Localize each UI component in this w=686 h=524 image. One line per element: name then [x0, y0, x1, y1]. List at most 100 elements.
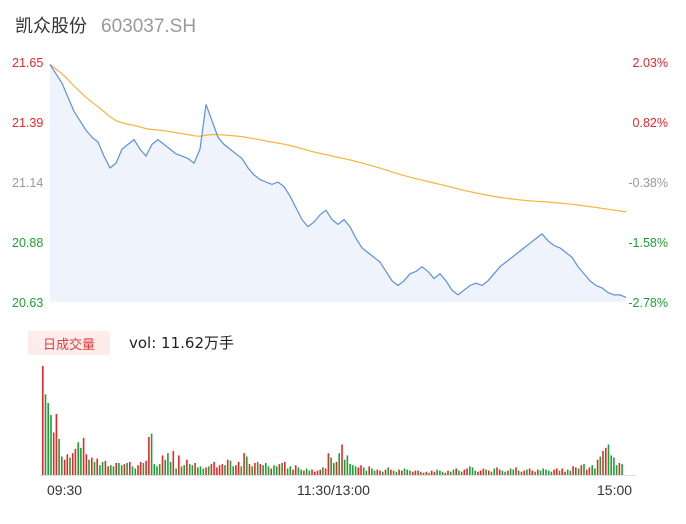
volume-bar — [333, 463, 335, 475]
volume-bar — [605, 447, 607, 476]
price-tick-label: 21.14 — [12, 176, 44, 190]
volume-bar — [314, 471, 316, 475]
volume-bar — [428, 472, 430, 475]
volume-bar — [327, 453, 330, 475]
volume-bar — [50, 415, 52, 475]
volume-bar — [357, 467, 360, 475]
volume-bar — [362, 467, 365, 475]
volume-bar — [134, 468, 137, 475]
volume-bar — [91, 457, 93, 475]
volume-bar — [588, 467, 591, 475]
volume-bar — [406, 469, 408, 475]
price-tick-label: 20.63 — [12, 296, 44, 310]
volume-bar — [80, 447, 82, 476]
volume-bar — [158, 464, 161, 475]
volume-bar — [447, 470, 449, 475]
volume-bar — [186, 459, 188, 475]
volume-bar — [205, 467, 207, 475]
volume-bar — [243, 453, 245, 475]
volume-bar — [58, 439, 60, 475]
volume-bar — [485, 469, 487, 475]
volume-bar — [482, 468, 485, 475]
volume-bar — [322, 467, 324, 475]
volume-bar — [365, 470, 368, 475]
volume-bar — [210, 464, 213, 475]
volume-bar — [240, 466, 243, 475]
volume-bar — [248, 464, 251, 475]
volume-bar — [569, 470, 572, 475]
volume-bar — [180, 466, 183, 475]
volume-bar — [384, 469, 387, 475]
tab-daily-volume[interactable]: 日成交量 — [28, 331, 110, 355]
volume-bar — [303, 470, 305, 475]
volume-bar — [583, 464, 585, 475]
average-price-line — [49, 63, 627, 213]
volume-bar — [526, 469, 528, 475]
volume-bar — [591, 465, 593, 475]
volume-bar — [512, 469, 515, 475]
volume-bar — [139, 461, 142, 475]
volume-bar — [216, 467, 218, 475]
volume-bar — [449, 471, 452, 475]
volume-bar — [107, 466, 109, 475]
volume-bar — [188, 464, 191, 475]
volume-bar — [460, 471, 463, 475]
volume-bar — [390, 469, 392, 475]
volume-bar — [96, 458, 98, 475]
volume-bar — [531, 470, 534, 475]
volume-bar — [52, 432, 55, 475]
volume-bar — [496, 467, 498, 475]
volume-bar — [275, 466, 278, 475]
volume-bar — [197, 467, 199, 475]
price-tick-label: 20.88 — [12, 236, 44, 250]
volume-bar — [131, 466, 134, 475]
volume-bar — [504, 471, 506, 475]
volume-bar — [430, 470, 433, 475]
volume-bar — [115, 463, 117, 475]
volume-bar — [44, 394, 47, 475]
volume-bar — [259, 464, 262, 475]
time-label-midday: 11:30/13:00 — [297, 482, 370, 498]
volume-bar — [281, 463, 283, 475]
volume-bar — [308, 470, 311, 475]
stock-header: 凯众股份 603037.SH — [15, 12, 196, 40]
volume-bar — [74, 448, 77, 475]
volume-bar — [422, 472, 425, 475]
volume-bar — [458, 470, 460, 475]
volume-bar — [414, 470, 417, 475]
volume-bar — [172, 451, 175, 475]
volume-bar — [335, 461, 338, 475]
volume-bar — [368, 466, 370, 475]
volume-bar — [498, 469, 501, 475]
volume-bar — [360, 465, 362, 475]
volume-bar — [311, 469, 313, 475]
volume-bar — [501, 470, 504, 475]
volume-bar — [558, 470, 561, 475]
volume-bar — [324, 468, 327, 475]
volume-bar — [566, 469, 569, 475]
volume-bar — [373, 470, 376, 475]
volume-bar — [547, 470, 550, 475]
volume-bar — [401, 470, 403, 475]
volume-bar — [85, 454, 88, 475]
volume-bar — [577, 468, 580, 475]
volume-bar — [262, 465, 264, 475]
volume-bar — [218, 465, 221, 475]
volume-bar — [137, 465, 139, 475]
volume-bar — [455, 468, 457, 475]
volume-bar — [403, 468, 406, 475]
volume-bar — [575, 467, 577, 475]
volume-bar — [294, 465, 297, 475]
volume-bar — [278, 464, 281, 475]
volume-bar — [537, 469, 539, 475]
price-tick-label: 21.39 — [12, 116, 44, 130]
volume-bar — [517, 470, 520, 475]
volume-bar — [267, 466, 270, 475]
volume-bar — [490, 471, 493, 475]
volume-bar — [112, 466, 115, 475]
volume-bar — [338, 453, 340, 475]
volume-bar — [145, 460, 147, 475]
volume-bar — [343, 459, 346, 475]
volume-bar — [126, 463, 128, 475]
